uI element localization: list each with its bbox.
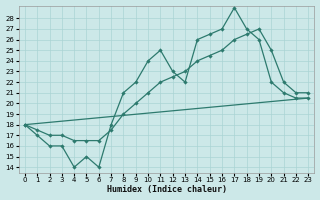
X-axis label: Humidex (Indice chaleur): Humidex (Indice chaleur): [107, 185, 227, 194]
